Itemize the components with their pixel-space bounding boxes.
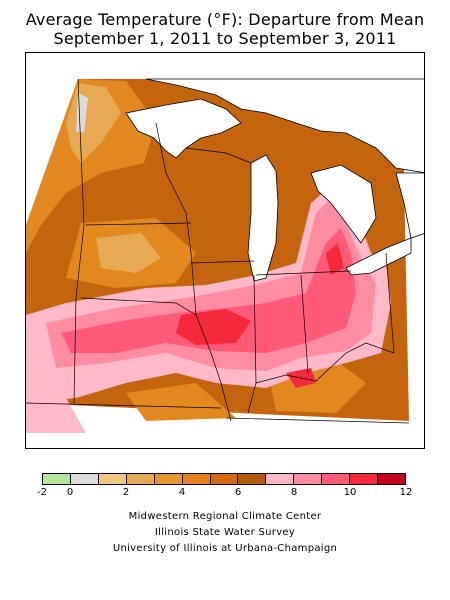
temperature-departure-map [25, 52, 425, 449]
border-wi-il [190, 260, 255, 264]
lake-michigan [247, 154, 279, 282]
map-title-line1: Average Temperature (°F): Departure from… [25, 10, 425, 29]
border-mississippi [190, 252, 232, 422]
map-contour-orange-south [126, 383, 236, 421]
legend-swatch [43, 474, 71, 484]
legend-tick-label: 8 [290, 487, 298, 498]
color-legend [42, 473, 406, 485]
border-mn-ia [85, 222, 192, 226]
state-boundaries [26, 78, 410, 424]
border-ks-mo [73, 297, 77, 404]
border-ky-tn [225, 417, 410, 424]
legend-swatch [322, 474, 351, 484]
map-contour-deep-red-mi [326, 243, 344, 275]
legend-tick-label: 12 [399, 487, 413, 498]
legend-swatch [126, 474, 155, 484]
legend-tick-label: 4 [178, 487, 186, 498]
border-dakota [75, 78, 85, 299]
map-data-region [26, 79, 409, 433]
legend-swatch [350, 474, 379, 484]
lake-superior [125, 98, 242, 159]
legend-swatch [98, 474, 127, 484]
border-oh-pa [385, 252, 395, 354]
border-mi-in [255, 270, 352, 276]
legend-tick-label: 2 [122, 487, 130, 498]
lake-huron [310, 164, 377, 244]
lake-ontario-area [395, 172, 424, 239]
legend-swatch [182, 474, 211, 484]
great-lakes [125, 78, 424, 282]
credit-uiuc: University of Illinois at Urbana-Champai… [112, 543, 338, 554]
border-ohio-river [255, 342, 395, 384]
legend-tick-label: -2 [37, 487, 47, 498]
map-contour-light-orange-iowa [96, 233, 161, 273]
legend-tick-label: 10 [343, 487, 357, 498]
legend-swatch [70, 474, 99, 484]
legend-swatch [238, 474, 267, 484]
border-mo-ar [26, 402, 222, 409]
legend-swatch [266, 474, 295, 484]
legend-swatch [378, 474, 405, 484]
map-contour-orange-west [26, 79, 156, 253]
border-ia-mo [80, 297, 197, 316]
map-contour-pink-south [26, 398, 86, 433]
border-mn-wi [155, 122, 192, 254]
lake-erie [345, 237, 412, 276]
canada-north [145, 78, 424, 174]
credit-mrcc: Midwestern Regional Climate Center [128, 511, 322, 522]
legend-tick-label: 6 [234, 487, 242, 498]
map-contour-red [61, 228, 356, 353]
border-upper-mi [185, 147, 252, 164]
legend-tick-label: 0 [66, 487, 74, 498]
map-contour-deep-red [176, 309, 251, 345]
border-in-oh [300, 274, 309, 374]
legend-swatch [154, 474, 183, 484]
credit-isws: Illinois State Water Survey [154, 527, 296, 538]
map-title-line2: September 1, 2011 to September 3, 2011 [53, 29, 397, 48]
legend-swatch [294, 474, 323, 484]
legend-swatch [210, 474, 239, 484]
